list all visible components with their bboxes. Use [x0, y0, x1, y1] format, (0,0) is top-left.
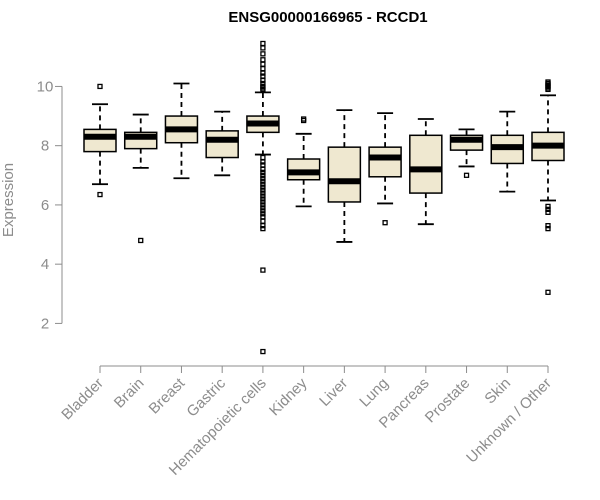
outlier-point [300, 117, 307, 124]
outlier-point [260, 169, 266, 175]
box-pancreas [409, 118, 443, 226]
y-tick-label: 4 [41, 256, 49, 273]
outlier-point [260, 211, 266, 217]
outlier-point [97, 191, 103, 198]
outlier-point [260, 193, 266, 199]
x-tick-label: Skin [481, 375, 514, 408]
outlier-point [138, 237, 144, 244]
outlier-point [260, 166, 266, 173]
iqr-box [83, 128, 117, 153]
outlier-point [260, 208, 266, 214]
outlier-point [260, 70, 266, 76]
y-tick-label: 8 [41, 138, 49, 155]
y-tick-label: 6 [41, 197, 49, 214]
outlier-point [260, 223, 266, 229]
outlier-point [260, 181, 266, 187]
outlier-point [260, 86, 266, 93]
box-brain [123, 113, 158, 244]
outlier-point [545, 206, 551, 213]
box-unknown-other [531, 79, 565, 295]
outlier-point [260, 190, 266, 196]
box-skin [490, 110, 525, 193]
outlier-point [463, 172, 470, 178]
outlier-point [545, 223, 551, 229]
outlier-point [260, 57, 266, 63]
outlier-point [260, 187, 266, 193]
outlier-point [260, 214, 266, 220]
outlier-point [260, 267, 266, 273]
outlier-point [260, 162, 266, 168]
outlier-point [260, 205, 266, 211]
outlier-point [260, 184, 266, 190]
outlier-point [260, 45, 266, 51]
x-tick-label: Bladder [58, 375, 107, 424]
x-tick-label: Breast [146, 374, 189, 417]
box-hematopoietic-cells [246, 40, 280, 355]
box-bladder [83, 83, 117, 198]
box-breast [164, 82, 199, 180]
outlier-point [545, 86, 551, 93]
box-prostate [449, 128, 484, 178]
x-tick-label: Brain [111, 375, 148, 412]
x-tick-label: Liver [316, 375, 351, 410]
outlier-point [260, 196, 266, 202]
outlier-point [260, 73, 266, 79]
y-tick-label: 10 [37, 78, 54, 95]
outlier-point [97, 83, 103, 90]
outlier-point [260, 175, 266, 181]
y-axis-label: Expression [0, 163, 17, 237]
y-tick-label: 2 [41, 315, 49, 332]
outlier-point [260, 199, 266, 205]
outlier-point [260, 154, 266, 161]
outlier-point [260, 61, 266, 67]
outlier-point [260, 40, 266, 47]
outlier-point [260, 348, 266, 355]
box-lung [368, 112, 402, 226]
outlier-point [260, 218, 266, 224]
outlier-point [260, 66, 266, 72]
outlier-point [545, 289, 551, 295]
outlier-point [382, 220, 388, 226]
outlier-point [260, 51, 266, 57]
outlier-point [260, 77, 266, 84]
box-liver [327, 109, 362, 243]
iqr-box [368, 146, 402, 178]
x-tick-label: Prostate [422, 375, 474, 427]
outlier-point [260, 178, 266, 184]
box-kidney [286, 116, 321, 208]
outlier-point [260, 172, 266, 178]
iqr-box [409, 134, 443, 194]
outlier-point [545, 203, 551, 210]
outlier-point [260, 159, 266, 165]
iqr-box [327, 146, 362, 203]
plot-area [83, 40, 565, 355]
outlier-point [545, 225, 551, 232]
outlier-point [545, 209, 551, 215]
x-tick-label: Lung [356, 375, 392, 411]
box-gastric [205, 110, 239, 177]
outlier-point [260, 225, 266, 232]
iqr-box [205, 130, 239, 159]
x-tick-label: Kidney [266, 374, 311, 419]
y-axis: 2 4 6 8 10 [37, 78, 63, 332]
chart-title: ENSG00000166965 - RCCD1 [228, 9, 427, 26]
outlier-point [260, 202, 266, 208]
